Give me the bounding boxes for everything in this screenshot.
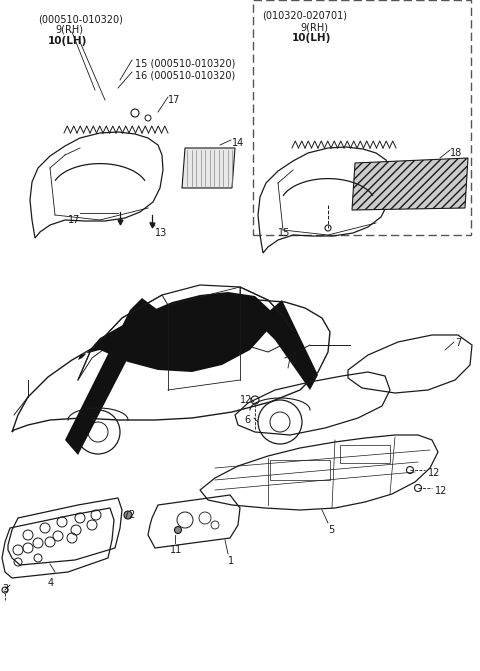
- Text: 5: 5: [328, 525, 334, 535]
- Text: 15: 15: [278, 228, 290, 238]
- Text: (010320-020701): (010320-020701): [262, 10, 347, 20]
- Text: 8: 8: [290, 356, 296, 366]
- Text: 11: 11: [170, 545, 182, 555]
- Text: 18: 18: [450, 148, 462, 158]
- Polygon shape: [78, 292, 270, 372]
- Polygon shape: [65, 298, 158, 455]
- Polygon shape: [182, 148, 235, 188]
- Text: (000510-010320): (000510-010320): [38, 14, 123, 24]
- Text: 9(RH): 9(RH): [55, 25, 83, 35]
- Bar: [340, 445, 390, 463]
- Text: 16 (000510-010320): 16 (000510-010320): [135, 70, 235, 80]
- Text: 10(LH): 10(LH): [48, 36, 87, 46]
- Text: 12: 12: [428, 468, 440, 478]
- Text: 17: 17: [68, 215, 80, 225]
- Text: 2: 2: [128, 510, 134, 520]
- Text: 15 (000510-010320): 15 (000510-010320): [135, 58, 235, 68]
- Polygon shape: [260, 300, 318, 390]
- Polygon shape: [352, 158, 468, 210]
- Text: 1: 1: [228, 556, 234, 566]
- Text: 6: 6: [244, 415, 250, 425]
- Text: 17: 17: [168, 95, 180, 105]
- Circle shape: [175, 527, 181, 533]
- Text: 7: 7: [455, 338, 461, 348]
- Bar: [270, 460, 330, 480]
- Text: 10(LH): 10(LH): [292, 33, 331, 43]
- Text: 13: 13: [155, 228, 167, 238]
- Text: 3: 3: [2, 584, 8, 594]
- Text: 14: 14: [232, 138, 244, 148]
- Text: 4: 4: [48, 578, 54, 588]
- Circle shape: [124, 511, 132, 519]
- Text: 12: 12: [435, 486, 447, 496]
- Text: 12: 12: [240, 395, 252, 405]
- Text: 9(RH): 9(RH): [300, 22, 328, 32]
